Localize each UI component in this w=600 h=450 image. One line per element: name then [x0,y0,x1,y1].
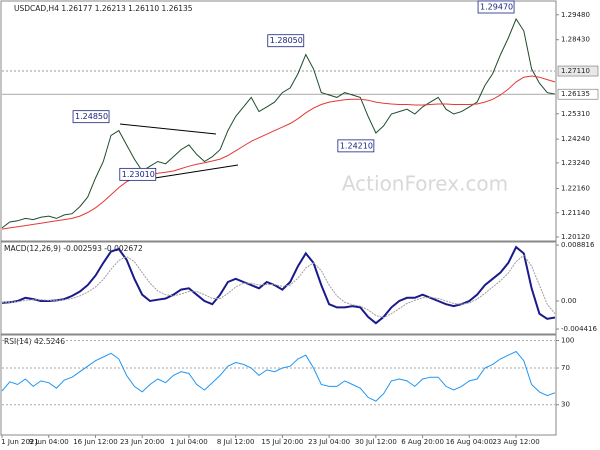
y-tick-label: 1.22160 [561,185,590,193]
y-tick-label: 1.28430 [561,36,590,44]
annotation-box [72,110,110,124]
series-line [1,75,556,230]
x-tick-label: 30 Jul 12:00 [355,438,397,446]
y-tick-label: 100 [561,337,574,345]
price-frame [0,0,557,242]
annotation-box [119,167,157,181]
annotation-box [337,139,375,153]
x-tick-label: 1 Jul 04:00 [170,438,208,446]
rsi-title: RSI(14) 42.5246 [4,337,65,346]
triangle-line [119,123,217,135]
x-tick-label: 16 Aug 04:00 [446,438,493,446]
annotation: 1.29470 [480,3,513,12]
y-tick-label: 70 [561,364,570,372]
level-label: 1.27110 [561,67,590,75]
y-tick-label: 30 [561,401,570,409]
x-tick-label: 6 Aug 20:00 [401,438,444,446]
macd-title: MACD(12,26,9) -0.002593 -0.002672 [4,244,143,253]
watermark: ActionForex.com [342,172,508,196]
annotation-box [267,34,305,48]
series-line [1,245,556,325]
x-tick-label: 16 Jun 12:00 [73,438,117,446]
price-title: USDCAD,H4 1.26177 1.26213 1.26110 1.2613… [14,4,193,13]
x-tick-label: 8 Jul 12:00 [217,438,255,446]
y-tick-label: 0.00 [561,297,577,305]
annotation-box [477,0,515,14]
y-tick-label: 0.008816 [561,241,595,249]
level-box [557,88,599,100]
x-tick-label: 23 Jul 04:00 [308,438,350,446]
y-tick-label: 1.29480 [561,11,590,19]
x-tick-label: 15 Jul 20:00 [261,438,303,446]
annotation: 1.23010 [122,170,155,179]
level-label: 1.26135 [561,90,590,98]
y-tick-label: 1.24240 [561,135,590,143]
series-line [1,350,556,402]
x-tick-label: 23 Aug 12:00 [492,438,539,446]
level-box [557,65,599,77]
rsi-frame [0,334,557,436]
annotation: 1.28050 [270,36,303,45]
y-tick-label: 1.20120 [561,233,590,241]
x-tick-label: 9 Jun 04:00 [29,438,69,446]
annotation: 1.24210 [340,141,373,150]
series-line [1,17,556,229]
macd-frame [0,241,557,335]
y-tick-label: 1.23240 [561,159,590,167]
x-tick-label: 1 Jun 2021 [1,438,39,446]
x-tick-label: 23 Jun 20:00 [120,438,164,446]
series-line [2,254,556,319]
triangle-line [141,164,239,181]
y-tick-label: -0.004416 [561,325,597,333]
y-tick-label: 1.25310 [561,110,590,118]
annotation: 1.24850 [75,112,108,121]
y-tick-label: 1.21140 [561,209,590,217]
